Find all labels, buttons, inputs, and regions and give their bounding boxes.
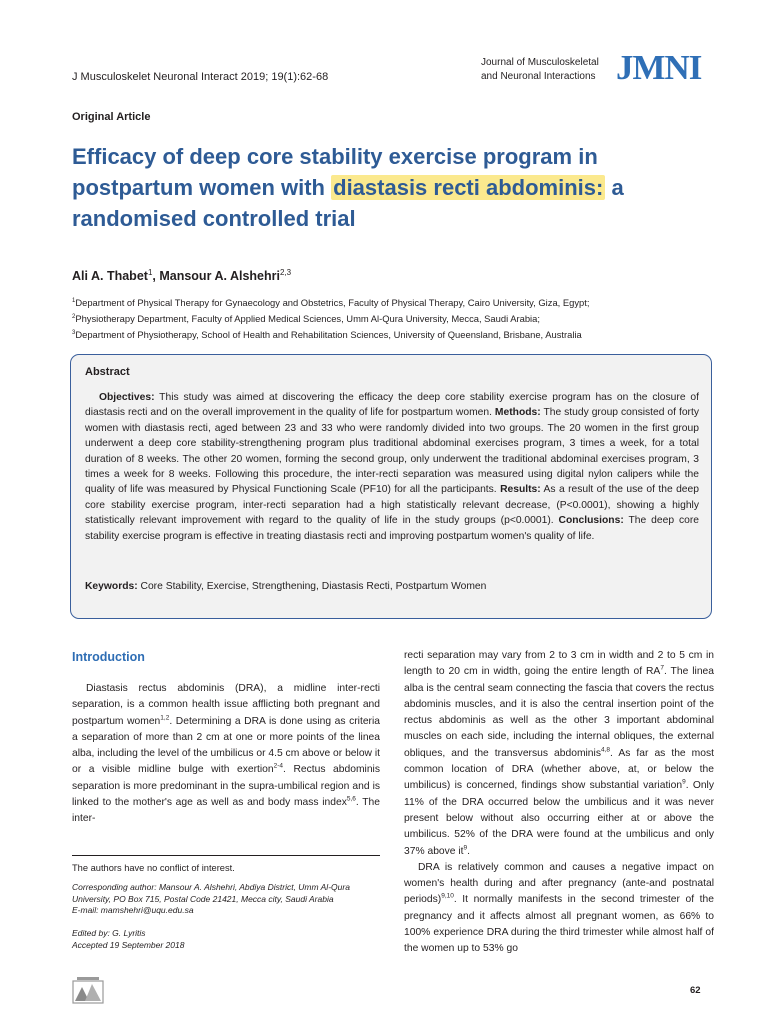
citation-ref: 2-4 <box>273 763 284 771</box>
introduction-right-column: recti separation may vary from 2 to 3 cm… <box>404 648 714 958</box>
affiliation-1: 1Department of Physical Therapy for Gyna… <box>72 294 712 310</box>
article-title: Efficacy of deep core stability exercise… <box>72 141 692 234</box>
intro-right-text-2: . The linea alba is the central seam con… <box>404 666 714 759</box>
affiliation-2-text: Physiotherapy Department, Faculty of App… <box>75 313 540 325</box>
intro-right-text-6: DRA is relatively common and causes a ne… <box>404 861 714 906</box>
citation-ref: 9 <box>463 844 468 852</box>
author-separator: , <box>152 269 160 284</box>
title-part-1: Efficacy of deep core stability exercise… <box>72 144 598 200</box>
methods-text: The study group consisted of forty women… <box>85 407 699 496</box>
editorial-info: Edited by: G. Lyritis Accepted 19 Septem… <box>72 928 184 951</box>
intro-right-text-4: . Only 11% of the DRA occurred below the… <box>404 780 714 857</box>
title-highlight: diastasis recti abdominis: <box>331 175 606 200</box>
authors: Ali A. Thabet1, Mansour A. Alshehri2,3 <box>72 268 291 283</box>
intro-right-paragraph-2: DRA is relatively common and causes a ne… <box>404 860 714 958</box>
results-text: As a result of the use of the deep core … <box>85 484 699 527</box>
affiliations: 1Department of Physical Therapy for Gyna… <box>72 294 712 342</box>
accepted-date: Accepted 19 September 2018 <box>72 939 185 950</box>
affiliation-2: 2Physiotherapy Department, Faculty of Ap… <box>72 310 712 326</box>
objectives-label: Objectives: <box>99 392 155 403</box>
citation-ref: 9,10 <box>441 893 454 901</box>
affiliation-3: 3Department of Physiotherapy, School of … <box>72 326 712 342</box>
intro-left-text-3: . Rectus abdominis separation is more pr… <box>72 764 380 809</box>
intro-left-text-1: Diastasis rectus abdominis (DRA), a midl… <box>72 683 380 727</box>
affiliation-3-text: Department of Physiotherapy, School of H… <box>75 329 582 341</box>
keywords-text: Core Stability, Exercise, Strengthening,… <box>137 581 487 592</box>
intro-right-text-7: . It normally manifests in the second tr… <box>404 894 714 955</box>
publisher-logo-icon <box>72 977 104 1004</box>
conclusions-label: Conclusions: <box>558 515 624 527</box>
intro-left-text-4: . The inter- <box>72 797 380 825</box>
methods-label: Methods: <box>494 407 541 419</box>
corresponding-email: E-mail: mamshehri@uqu.edu.sa <box>72 905 194 915</box>
footnote-divider <box>72 855 380 856</box>
affiliation-1-number: 1 <box>72 298 76 304</box>
affiliation-1-text: Department of Physical Therapy for Gynae… <box>75 297 590 309</box>
journal-logo: JMNI <box>616 48 702 87</box>
edited-by: Edited by: G. Lyritis <box>72 928 146 938</box>
objectives-text: This study was aimed at discovering the … <box>85 392 699 419</box>
title-part-2: a randomised controlled trial <box>72 175 624 231</box>
intro-right-text-3: . As far as the most common location of … <box>404 747 714 792</box>
journal-citation: J Musculoskelet Neuronal Interact 2019; … <box>72 71 329 83</box>
keywords: Keywords: Core Stability, Exercise, Stre… <box>85 581 699 592</box>
conflict-statement: The authors have no conflict of interest… <box>72 863 235 873</box>
intro-right-paragraph-1: recti separation may vary from 2 to 3 cm… <box>404 648 714 860</box>
introduction-heading: Introduction <box>72 650 145 664</box>
article-type: Original Article <box>72 111 151 123</box>
intro-left-text-2: . Determining a DRA is done using as cri… <box>72 715 380 776</box>
author-1-affiliation: 1 <box>147 268 153 277</box>
abstract-box <box>70 354 712 619</box>
corresponding-line-1: Corresponding author: Mansour A. Alshehr… <box>72 882 350 892</box>
corresponding-line-2: University, PO Box 715, Postal Code 2142… <box>72 893 334 904</box>
affiliation-2-number: 2 <box>72 314 76 321</box>
citation-ref: 9 <box>682 778 686 786</box>
author-2: Mansour A. Alshehri <box>159 269 280 284</box>
affiliation-3-number: 3 <box>72 330 76 337</box>
citation-ref: 7 <box>660 664 664 672</box>
citation-ref: 1,2 <box>160 714 170 722</box>
author-2-affiliation: 2,3 <box>279 268 292 277</box>
keywords-label: Keywords: <box>85 581 138 592</box>
conclusions-text: The deep core stability exercise program… <box>85 515 699 542</box>
results-label: Results: <box>500 484 541 496</box>
journal-name-line-1: Journal of Musculoskeletal <box>481 57 599 68</box>
author-1: Ali A. Thabet <box>72 269 148 284</box>
intro-right-text-5: . <box>467 845 471 857</box>
corresponding-author: Corresponding author: Mansour A. Alshehr… <box>72 882 380 917</box>
abstract-text: Objectives: This study was aimed at disc… <box>85 390 699 544</box>
journal-name-line-2: and Neuronal Interactions <box>481 71 596 82</box>
abstract-heading: Abstract <box>85 366 130 378</box>
introduction-left-column: Diastasis rectus abdominis (DRA), a midl… <box>72 681 380 828</box>
intro-right-text-1: recti separation may vary from 2 to 3 cm… <box>404 650 714 678</box>
citation-ref: 5,6 <box>346 795 356 803</box>
page-number: 62 <box>690 985 701 996</box>
citation-ref: 4,8 <box>600 746 611 754</box>
journal-name: Journal of Musculoskeletal and Neuronal … <box>481 56 616 84</box>
